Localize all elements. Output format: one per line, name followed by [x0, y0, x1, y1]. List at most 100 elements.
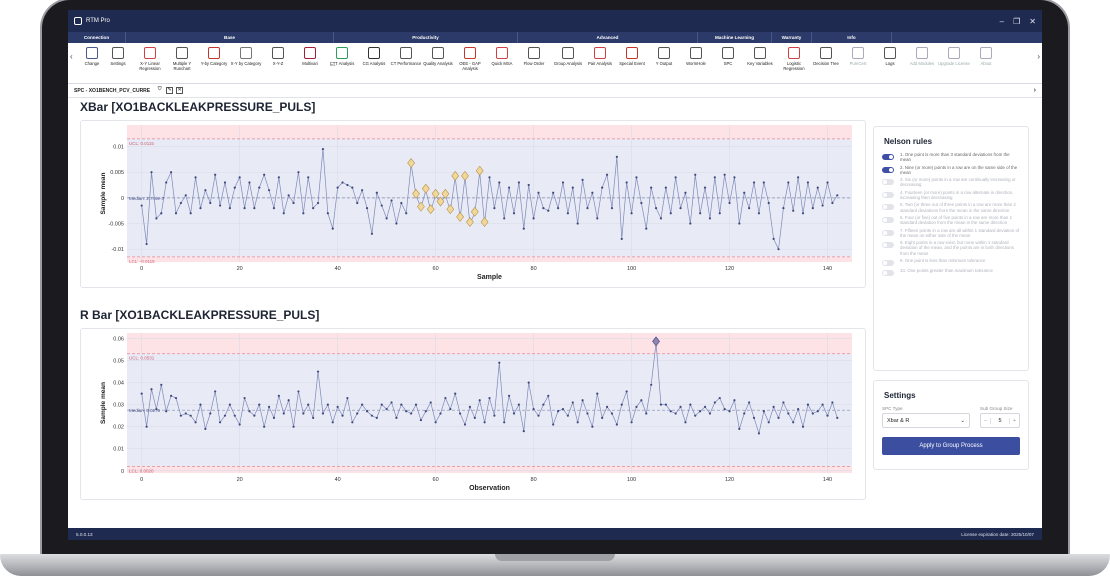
- data-point[interactable]: [160, 383, 163, 386]
- data-point[interactable]: [390, 199, 393, 202]
- data-point[interactable]: [429, 401, 432, 404]
- ribbon-tool-14[interactable]: Flow Order: [518, 43, 550, 84]
- ribbon-tool-16[interactable]: Pair Analysis: [584, 43, 616, 84]
- data-point[interactable]: [816, 186, 819, 189]
- subgroup-size-value[interactable]: 5: [998, 417, 1002, 424]
- data-point[interactable]: [439, 412, 442, 415]
- data-point[interactable]: [596, 392, 599, 395]
- data-point[interactable]: [645, 227, 648, 230]
- flagged-point[interactable]: [456, 211, 464, 222]
- data-point[interactable]: [488, 176, 491, 179]
- ribbon-tool-12[interactable]: OEE - GAP Analysis: [454, 43, 486, 84]
- data-point[interactable]: [635, 405, 638, 408]
- data-point[interactable]: [488, 396, 491, 400]
- data-point[interactable]: [561, 181, 565, 184]
- rule-toggle[interactable]: [882, 166, 894, 173]
- data-point[interactable]: [410, 412, 413, 415]
- ribbon-tool-7[interactable]: Multivari: [294, 43, 326, 84]
- data-point[interactable]: [380, 403, 383, 406]
- data-point[interactable]: [351, 186, 354, 189]
- data-point[interactable]: [395, 416, 398, 419]
- data-point[interactable]: [743, 191, 746, 194]
- data-point[interactable]: [292, 201, 295, 205]
- data-point[interactable]: [228, 403, 231, 406]
- data-point[interactable]: [826, 181, 829, 184]
- data-point[interactable]: [209, 412, 212, 415]
- data-point[interactable]: [620, 403, 623, 406]
- data-point[interactable]: [738, 427, 741, 431]
- data-point[interactable]: [532, 217, 535, 220]
- ribbon-tool-17[interactable]: Special Event: [616, 43, 648, 84]
- data-point[interactable]: [517, 403, 520, 406]
- data-point[interactable]: [728, 410, 731, 413]
- data-point[interactable]: [204, 427, 207, 431]
- data-point[interactable]: [762, 181, 765, 184]
- data-point[interactable]: [321, 148, 325, 151]
- data-point[interactable]: [238, 423, 241, 426]
- data-point[interactable]: [801, 212, 805, 215]
- data-point[interactable]: [630, 421, 633, 424]
- data-point[interactable]: [547, 209, 550, 212]
- data-point[interactable]: [238, 176, 241, 179]
- data-point[interactable]: [258, 403, 261, 406]
- data-point[interactable]: [145, 425, 148, 428]
- data-point[interactable]: [473, 416, 476, 419]
- ribbon-tool-1[interactable]: Settings: [102, 43, 134, 84]
- data-point[interactable]: [522, 227, 525, 230]
- ribbon-tool-15[interactable]: Group Analysis: [552, 43, 584, 84]
- flagged-point[interactable]: [446, 204, 455, 215]
- data-point[interactable]: [664, 186, 667, 189]
- data-point[interactable]: [189, 212, 192, 215]
- data-point[interactable]: [836, 194, 839, 197]
- rule-toggle[interactable]: [882, 204, 894, 211]
- ribbon-tool-22[interactable]: Logistic Regression: [778, 43, 810, 84]
- subgroup-size-stepper[interactable]: − 5 +: [980, 413, 1020, 428]
- data-point[interactable]: [640, 201, 643, 205]
- data-point[interactable]: [307, 176, 310, 179]
- flagged-point[interactable]: [461, 170, 469, 181]
- data-point[interactable]: [664, 403, 667, 406]
- data-point[interactable]: [297, 390, 300, 393]
- data-point[interactable]: [811, 412, 814, 415]
- data-point[interactable]: [272, 416, 276, 419]
- flagged-point[interactable]: [451, 170, 460, 181]
- data-point[interactable]: [370, 232, 374, 235]
- rule-toggle[interactable]: [882, 179, 894, 186]
- data-point[interactable]: [601, 416, 604, 419]
- data-point[interactable]: [566, 212, 569, 215]
- data-point[interactable]: [165, 181, 168, 184]
- data-point[interactable]: [463, 423, 467, 426]
- ribbon-tool-19[interactable]: WormHole: [680, 43, 712, 84]
- data-point[interactable]: [674, 412, 677, 415]
- data-point[interactable]: [140, 392, 143, 395]
- data-point[interactable]: [361, 189, 364, 192]
- data-point[interactable]: [174, 396, 178, 400]
- data-point[interactable]: [703, 186, 707, 189]
- data-point[interactable]: [542, 207, 545, 210]
- ribbon-tool-21[interactable]: Key Variables: [744, 43, 776, 84]
- data-point[interactable]: [772, 237, 775, 241]
- data-point[interactable]: [831, 401, 834, 404]
- data-point[interactable]: [272, 207, 276, 210]
- data-point[interactable]: [792, 421, 795, 424]
- ribbon-tool-20[interactable]: SPC: [712, 43, 744, 84]
- data-point[interactable]: [694, 414, 697, 417]
- data-point[interactable]: [145, 242, 148, 246]
- data-point[interactable]: [757, 212, 761, 215]
- data-point[interactable]: [493, 414, 496, 417]
- data-point[interactable]: [258, 186, 261, 189]
- data-point[interactable]: [669, 212, 672, 215]
- data-point[interactable]: [792, 209, 795, 212]
- data-point[interactable]: [674, 176, 677, 179]
- data-point[interactable]: [718, 212, 721, 215]
- data-point[interactable]: [267, 189, 271, 192]
- flagged-point[interactable]: [466, 217, 474, 228]
- data-point[interactable]: [169, 171, 173, 174]
- data-point[interactable]: [302, 212, 305, 215]
- data-point[interactable]: [777, 248, 780, 251]
- data-point[interactable]: [419, 418, 423, 422]
- data-point[interactable]: [336, 405, 339, 408]
- data-point[interactable]: [591, 425, 594, 428]
- data-point[interactable]: [405, 410, 408, 413]
- data-point[interactable]: [806, 403, 810, 406]
